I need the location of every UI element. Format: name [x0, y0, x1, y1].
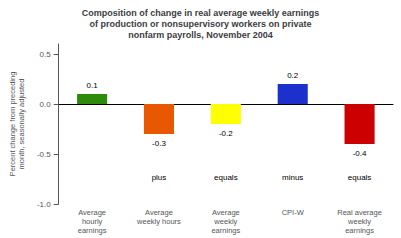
- svg-text:Percent change from preceding: Percent change from preceding: [8, 72, 17, 177]
- svg-text:0.2: 0.2: [287, 71, 299, 80]
- svg-text:plus: plus: [152, 173, 167, 182]
- svg-text:minus: minus: [282, 173, 303, 182]
- svg-text:-1.0: -1.0: [37, 200, 51, 209]
- svg-text:weekly: weekly: [213, 217, 237, 226]
- svg-text:CPI-W: CPI-W: [282, 208, 305, 217]
- svg-text:earnings: earnings: [345, 226, 374, 235]
- svg-text:earnings: earnings: [78, 226, 107, 235]
- svg-text:equals: equals: [214, 173, 238, 182]
- svg-text:0.1: 0.1: [87, 81, 99, 90]
- svg-text:-0.2: -0.2: [219, 129, 233, 138]
- svg-text:Average: Average: [145, 208, 173, 217]
- svg-text:Average: Average: [78, 208, 106, 217]
- svg-text:Real average: Real average: [337, 208, 382, 217]
- svg-text:nonfarm payrolls, November 200: nonfarm payrolls, November 2004: [128, 30, 273, 40]
- svg-text:equals: equals: [348, 173, 372, 182]
- svg-text:0.5: 0.5: [40, 50, 52, 59]
- svg-text:Composition of change in real: Composition of change in real average we…: [82, 8, 320, 18]
- svg-text:weekly: weekly: [347, 217, 371, 226]
- svg-text:earnings: earnings: [211, 226, 240, 235]
- svg-text:month, seasonally adjusted: month, seasonally adjusted: [17, 79, 26, 170]
- svg-text:-0.3: -0.3: [152, 139, 166, 148]
- svg-text:-0.5: -0.5: [37, 150, 51, 159]
- svg-text:Average: Average: [212, 208, 240, 217]
- svg-text:weekly hours: weekly hours: [136, 217, 181, 226]
- svg-text:hourly: hourly: [82, 217, 103, 226]
- svg-text:of production or nonsupervisor: of production or nonsupervisory workers …: [89, 19, 311, 29]
- svg-text:0.0: 0.0: [40, 100, 52, 109]
- svg-text:-0.4: -0.4: [353, 149, 367, 158]
